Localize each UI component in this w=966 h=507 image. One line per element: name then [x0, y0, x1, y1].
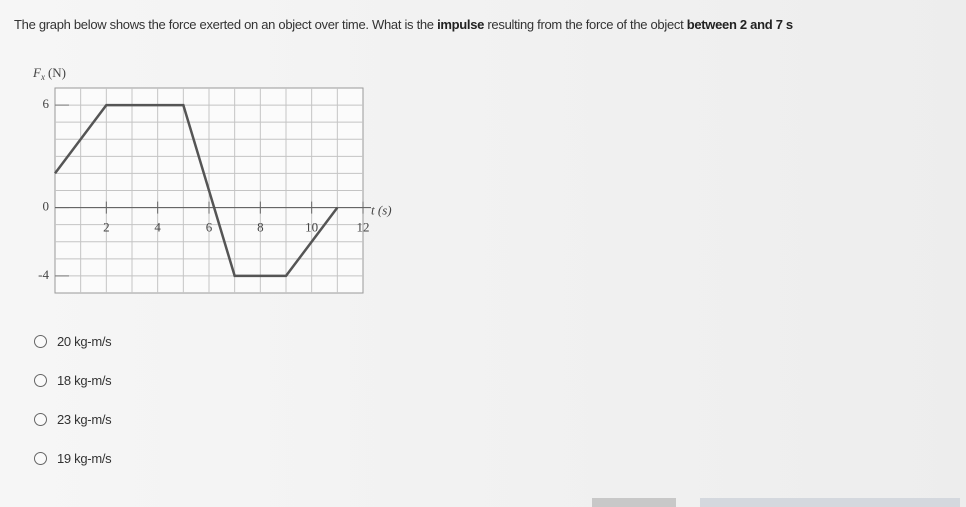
x-axis-label: t (s)	[371, 203, 392, 218]
radio-button[interactable]	[34, 374, 47, 387]
question-text: impulse	[437, 17, 485, 32]
x-tick-label: 6	[206, 220, 213, 235]
question: The graph below shows the force exerted …	[14, 17, 964, 32]
x-tick-label: 10	[305, 220, 318, 235]
x-tick-label: 4	[154, 220, 161, 235]
data-line	[54, 103, 339, 278]
answer-option[interactable]: 18 kg-m/s	[34, 361, 112, 400]
question-text: between 2 and 7 s	[686, 17, 793, 32]
question-text: The graph below shows the force exerted …	[14, 17, 438, 32]
option-label[interactable]: 19 kg-m/s	[57, 451, 112, 466]
answer-option[interactable]: 23 kg-m/s	[34, 400, 112, 439]
question-text: resulting from the force of the object	[484, 17, 687, 32]
y-tick-label: 0	[43, 199, 50, 214]
y-tick-label: -4	[38, 267, 49, 282]
answer-option[interactable]: 20 kg-m/s	[34, 322, 112, 361]
option-label[interactable]: 18 kg-m/s	[57, 373, 112, 388]
y-label-symbol: F	[32, 65, 42, 80]
x-tick-label: 8	[257, 220, 264, 235]
y-label-subscript: x	[40, 72, 45, 82]
x-tick-label: 2	[103, 220, 110, 235]
y-label-unit: (N)	[48, 65, 66, 80]
button-bar	[700, 498, 960, 507]
radio-button[interactable]	[34, 335, 47, 348]
button[interactable]	[592, 498, 676, 507]
option-label[interactable]: 23 kg-m/s	[57, 412, 112, 427]
y-tick-label: 6	[43, 96, 50, 111]
options: 20 kg-m/s 18 kg-m/s 23 kg-m/s 19 kg-m/s	[34, 322, 112, 478]
radio-button[interactable]	[34, 413, 47, 426]
option-label[interactable]: 20 kg-m/s	[57, 334, 112, 349]
x-tick-label: 12	[357, 220, 370, 235]
radio-button[interactable]	[34, 452, 47, 465]
y-axis-label: Fx (N)	[32, 65, 66, 82]
chart: -4 0 6 2 4 6 8 10 12 Fx (N) t (s)	[32, 65, 392, 294]
answer-option[interactable]: 19 kg-m/s	[34, 439, 112, 478]
